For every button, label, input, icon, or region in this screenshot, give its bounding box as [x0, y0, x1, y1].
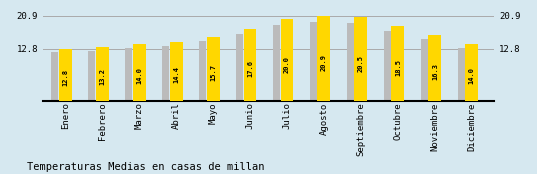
Bar: [162, 46, 169, 101]
Bar: [317, 16, 330, 101]
Bar: [170, 42, 183, 101]
Text: 14.4: 14.4: [173, 66, 179, 83]
Text: 14.0: 14.0: [469, 67, 475, 84]
Text: 12.8: 12.8: [62, 69, 68, 86]
Bar: [96, 47, 108, 101]
Text: 17.6: 17.6: [247, 60, 253, 77]
Bar: [236, 34, 243, 101]
Bar: [207, 37, 220, 101]
Bar: [310, 22, 317, 101]
Bar: [280, 19, 293, 101]
Bar: [429, 35, 441, 101]
Text: 20.0: 20.0: [284, 56, 290, 73]
Bar: [391, 26, 404, 101]
Text: 20.9: 20.9: [321, 54, 327, 71]
Bar: [384, 31, 391, 101]
Bar: [354, 17, 367, 101]
Bar: [133, 44, 146, 101]
Bar: [126, 48, 132, 101]
Text: 18.5: 18.5: [395, 58, 401, 76]
Bar: [466, 44, 478, 101]
Bar: [421, 39, 428, 101]
Text: Temperaturas Medias en casas de millan: Temperaturas Medias en casas de millan: [27, 162, 264, 172]
Bar: [59, 49, 71, 101]
Bar: [89, 51, 95, 101]
Bar: [273, 25, 280, 101]
Text: 13.2: 13.2: [99, 68, 105, 85]
Bar: [347, 23, 354, 101]
Text: 20.5: 20.5: [358, 55, 364, 72]
Bar: [52, 52, 58, 101]
Bar: [199, 41, 206, 101]
Text: 15.7: 15.7: [210, 64, 216, 81]
Text: 14.0: 14.0: [136, 67, 142, 84]
Text: 16.3: 16.3: [432, 62, 438, 80]
Bar: [244, 29, 257, 101]
Bar: [458, 48, 465, 101]
